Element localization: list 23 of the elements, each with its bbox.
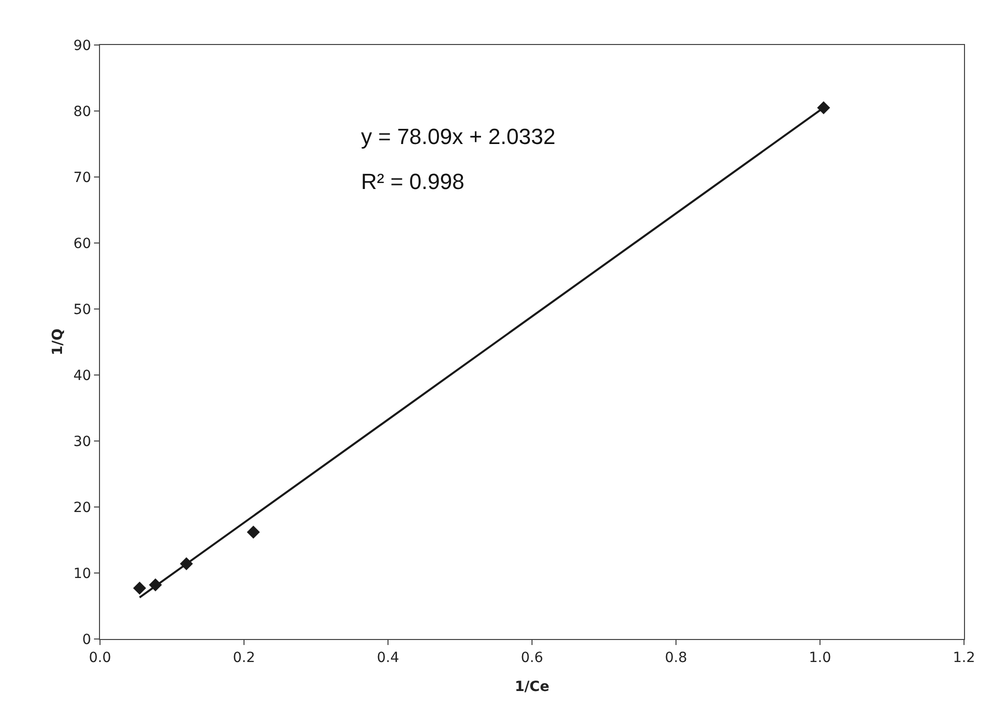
y-tick-label: 50 (73, 302, 92, 318)
x-axis-title: 1/Ce (514, 679, 550, 695)
x-tick-label: 1.2 (952, 650, 976, 666)
y-tick-label: 80 (73, 104, 92, 120)
y-tick-label: 70 (73, 170, 92, 186)
y-axis-title: 1/Q (50, 328, 66, 356)
x-tick-label: 1.0 (808, 650, 832, 666)
x-tick-label: 0.4 (376, 650, 400, 666)
x-tick-label: 0.0 (88, 650, 112, 666)
x-tick-label: 0.8 (664, 650, 688, 666)
y-tick-label: 10 (73, 566, 92, 582)
annotation: y = 78.09x + 2.0332 (361, 124, 556, 149)
x-tick-label: 0.6 (520, 650, 544, 666)
point (133, 582, 146, 595)
x-tick-label: 0.2 (232, 650, 256, 666)
y-tick-label: 30 (73, 434, 92, 450)
point (246, 526, 260, 539)
annotation: R² = 0.998 (361, 169, 464, 194)
y-tick-label: 0 (82, 632, 92, 648)
y-tick-label: 40 (73, 368, 92, 384)
y-tick-label: 60 (73, 236, 92, 252)
y-tick-label: 90 (73, 38, 92, 54)
y-tick-label: 20 (73, 500, 92, 516)
